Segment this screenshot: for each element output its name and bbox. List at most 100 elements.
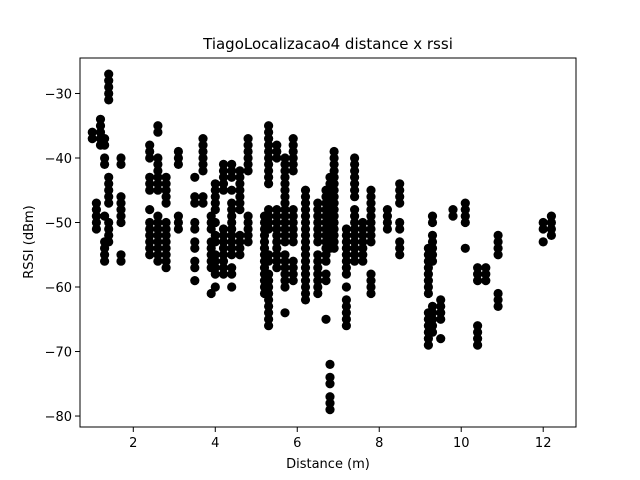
data-point [104,88,114,99]
data-point [300,250,311,260]
x-axis-ticks: 2 4 6 8 10 12 [129,427,551,451]
data-point [198,153,208,163]
data-point [493,237,503,247]
data-point [264,269,274,279]
data-point [116,217,126,228]
data-point [288,263,298,273]
data-point [280,224,290,234]
data-point [350,185,360,195]
x-tick-label: 6 [293,436,301,451]
data-point [190,172,200,182]
data-point [210,185,220,195]
data-point [145,224,155,234]
data-point [473,269,483,279]
data-point [153,250,163,260]
y-tick-label: −40 [45,152,72,167]
data-point [235,172,245,182]
data-point [218,185,229,195]
data-point [243,224,253,234]
data-point [264,205,274,215]
data-point [427,301,438,311]
data-point [329,159,339,169]
data-point [288,256,298,266]
scatter-points [87,69,557,415]
data-point [313,230,323,240]
data-point [235,250,245,260]
data-point [473,276,483,286]
data-point [288,237,298,247]
data-point [300,288,311,299]
data-point [198,198,208,208]
data-point [427,230,438,240]
data-point [300,237,311,247]
data-point [173,146,183,157]
data-point [104,69,114,79]
data-point [300,256,311,266]
data-point [350,192,360,202]
data-point [546,230,557,240]
data-point [280,308,290,318]
data-point [104,185,114,195]
plot-area-frame [79,57,577,428]
data-point [161,185,171,195]
data-point [329,243,339,253]
data-point [218,237,229,247]
data-point [227,217,237,228]
data-point [382,224,392,234]
data-point [227,250,237,260]
data-point [546,217,557,228]
data-point [280,185,290,195]
data-point [100,153,110,163]
data-point [104,237,114,247]
data-point [366,269,376,279]
data-point [341,256,351,266]
data-point [272,263,282,273]
data-point [313,217,323,228]
data-point [272,224,282,234]
data-point [104,224,114,234]
data-point [227,282,237,292]
data-point [436,334,446,344]
data-point [235,230,245,240]
data-point [161,230,171,240]
data-point [350,159,360,169]
data-point [300,217,311,228]
data-point [481,276,491,286]
data-point [300,263,311,273]
data-point [427,256,438,266]
data-point [427,237,438,247]
data-point [313,276,323,286]
data-point [427,321,438,331]
data-point [329,198,339,208]
data-point [100,256,110,266]
data-point [288,140,298,150]
data-point [104,230,114,240]
data-point [264,179,274,189]
data-point [243,159,253,169]
data-point [104,95,114,105]
data-point [473,340,483,350]
data-point [161,224,171,234]
data-point [288,134,298,144]
y-tick-label: −60 [45,281,72,296]
data-point [341,321,351,331]
data-point [235,243,245,253]
data-point [395,179,405,189]
data-point [198,192,208,202]
y-tick-label: −30 [45,87,72,102]
data-point [350,256,360,266]
data-point [116,250,126,260]
data-point [329,146,339,157]
data-point [227,166,237,176]
data-point [153,153,163,163]
data-point [235,237,245,247]
data-point [91,211,101,221]
data-point [272,243,282,253]
data-point [259,237,270,247]
data-point [116,256,126,266]
data-point [190,237,200,247]
data-point [264,140,274,150]
data-point [366,185,376,195]
data-point [546,211,557,221]
data-point [350,172,360,182]
